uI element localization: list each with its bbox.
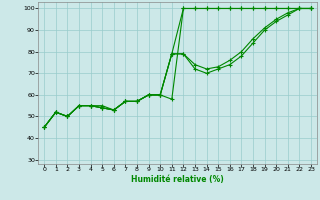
X-axis label: Humidité relative (%): Humidité relative (%) [131,175,224,184]
